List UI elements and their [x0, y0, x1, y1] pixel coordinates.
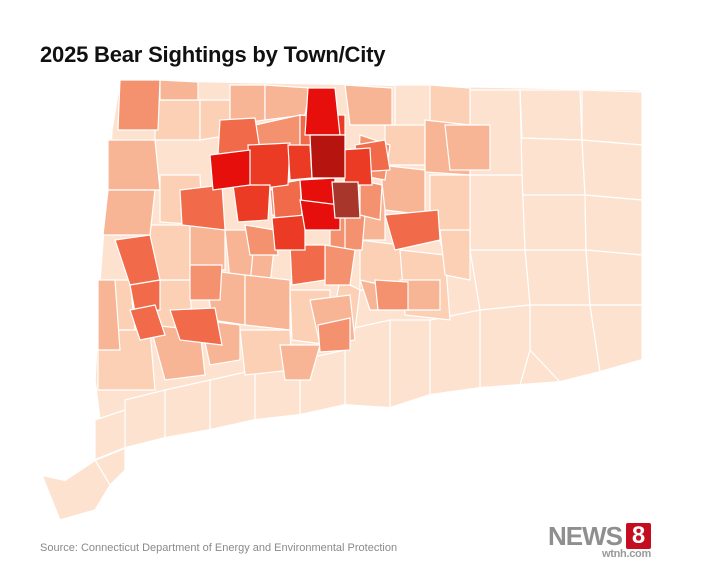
town: [324, 244, 356, 286]
town: [344, 214, 366, 251]
towns-highest: [309, 134, 346, 179]
source-note: Source: Connecticut Department of Energy…: [40, 542, 398, 554]
map-title: 2025 Bear Sightings by Town/City: [40, 42, 386, 67]
town: [479, 304, 531, 389]
town: [344, 84, 393, 126]
news8-logo: NEWS 8 wtnh.com: [548, 522, 660, 562]
town: [129, 304, 166, 341]
town: [384, 209, 441, 251]
town: [299, 199, 341, 231]
town: [439, 229, 471, 281]
town: [331, 181, 361, 219]
town: [244, 274, 291, 331]
town: [581, 139, 643, 201]
town: [107, 139, 161, 191]
town: [444, 124, 491, 171]
town: [159, 79, 199, 101]
town: [519, 137, 586, 196]
town: [429, 309, 481, 396]
town: [164, 379, 211, 439]
town: [389, 319, 431, 409]
town: [279, 344, 321, 381]
town: [41, 459, 111, 521]
town: [271, 214, 306, 251]
town: [585, 249, 643, 306]
town: [287, 144, 313, 181]
town: [584, 194, 643, 256]
towns-very-high: [209, 87, 341, 231]
town: [469, 174, 526, 251]
town: [469, 249, 531, 311]
town: [247, 142, 291, 191]
town: [359, 179, 383, 221]
town: [524, 249, 591, 306]
town: [374, 279, 409, 311]
town: [309, 134, 346, 179]
town: [289, 244, 326, 286]
logo-news-text: NEWS: [548, 521, 623, 551]
town: [129, 279, 161, 313]
town: [244, 224, 279, 256]
town: [154, 99, 201, 141]
town: [189, 264, 223, 301]
towns-medium-high: [114, 114, 441, 346]
towns-dark: [331, 181, 361, 219]
town: [169, 307, 223, 346]
town: [317, 317, 351, 353]
town: [232, 184, 271, 223]
town: [209, 149, 251, 191]
town: [179, 184, 226, 231]
logo-eight-badge: 8: [626, 523, 651, 549]
town: [102, 189, 156, 236]
town: [189, 224, 226, 271]
town: [304, 87, 341, 136]
town: [117, 79, 161, 131]
town: [379, 164, 426, 216]
town: [429, 84, 471, 126]
coastline-edge: [41, 359, 643, 482]
town: [521, 194, 587, 251]
town: [519, 89, 583, 141]
town: [384, 124, 426, 166]
town: [581, 89, 643, 146]
town: [97, 279, 121, 351]
towns-lowest: [41, 84, 643, 521]
logo-site-text: wtnh.com: [602, 548, 651, 560]
town: [94, 409, 126, 486]
